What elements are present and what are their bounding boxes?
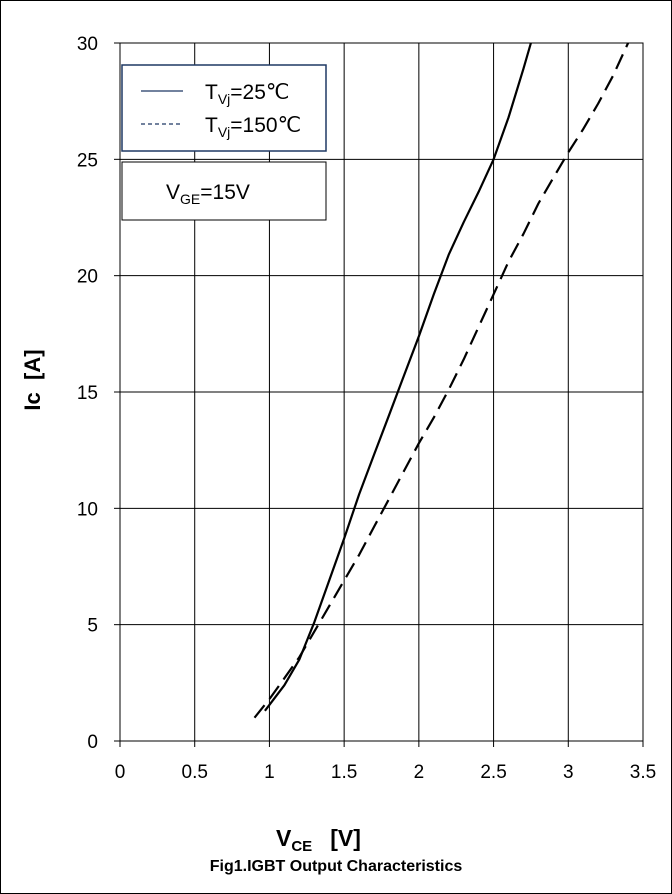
y-tick-labels: 0 5 10 15 20 25 30 xyxy=(77,34,98,753)
vge-annotation: VGE=15V xyxy=(121,161,327,221)
x-tick-label: 2.5 xyxy=(480,762,506,783)
x-tick-label: 3.5 xyxy=(630,762,656,783)
series-line-tvj-150c xyxy=(253,42,630,719)
legend-box xyxy=(121,64,327,152)
x-tick-label: 1.5 xyxy=(331,762,357,783)
x-tick-label: 2 xyxy=(414,762,425,783)
y-tick-label: 0 xyxy=(87,732,98,753)
vge-annotation-text: VGE=15V xyxy=(166,181,250,207)
y-tick-label: 5 xyxy=(87,616,98,637)
x-tick-label: 1 xyxy=(264,762,275,783)
y-tick-label: 15 xyxy=(77,383,98,404)
legend-entry-25c: TVj=25℃ xyxy=(205,81,290,107)
y-tick-label: 30 xyxy=(77,34,98,55)
legend: TVj=25℃ TVj=150℃ xyxy=(121,64,327,152)
x-axis-label: VCE [V] xyxy=(276,825,361,855)
series-lines xyxy=(253,42,630,719)
x-tick-label: 0.5 xyxy=(182,762,208,783)
x-tick-label: 0 xyxy=(115,762,126,783)
y-tick-label: 10 xyxy=(77,499,98,520)
y-tick-label: 25 xyxy=(77,150,98,171)
x-tick-labels: 0 0.5 1 1.5 2 2.5 3 3.5 xyxy=(115,762,657,783)
vge-annotation-box xyxy=(121,161,327,221)
x-tick-label: 3 xyxy=(563,762,574,783)
y-tick-label: 20 xyxy=(77,267,98,288)
y-axis-label: Ic [A] xyxy=(20,349,45,410)
plot-area-border xyxy=(119,42,644,742)
chart-title: Fig1.IGBT Output Characteristics xyxy=(210,858,463,875)
series-line-tvj-25c xyxy=(264,42,532,712)
legend-entry-150c: TVj=150℃ xyxy=(205,114,301,140)
